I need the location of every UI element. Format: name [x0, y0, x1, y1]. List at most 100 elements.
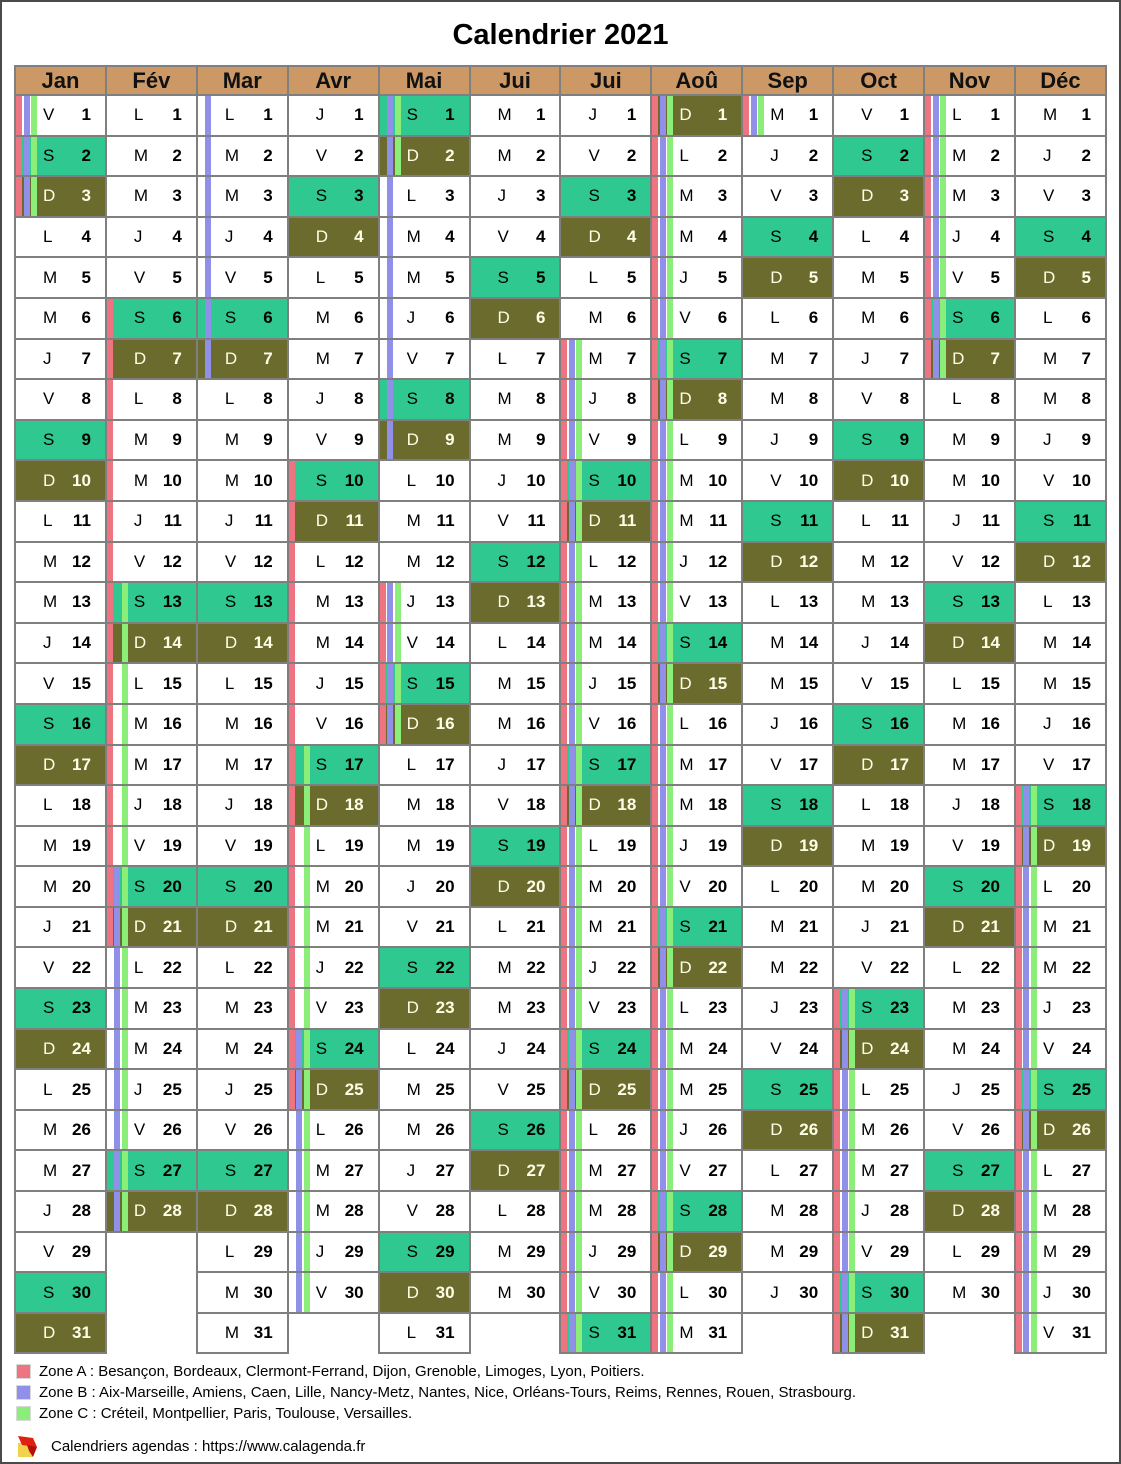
day-letter: J	[1042, 714, 1052, 734]
day-number: 22	[617, 957, 637, 977]
zone-b-stripe	[659, 1233, 666, 1271]
zone-c-stripe	[303, 1071, 310, 1108]
day-cell: V 27	[650, 1149, 744, 1193]
zone-c-stripe	[667, 1071, 674, 1108]
zone-b-stripe	[296, 1193, 303, 1230]
day-number: 28	[71, 1201, 91, 1221]
day-letter: M	[224, 430, 239, 450]
day-cell: M 30	[195, 1271, 289, 1314]
zone-a-stripe	[289, 827, 295, 865]
zone-b-stripe	[296, 1030, 303, 1068]
day-cell: J 11	[104, 499, 198, 543]
day-letter: L	[406, 186, 417, 206]
zone-b-stripe	[659, 1274, 666, 1311]
day-letter: J	[133, 511, 143, 531]
zone-a-stripe	[289, 787, 295, 824]
zone-b-stripe	[659, 1152, 666, 1190]
day-cell: S 13	[104, 581, 198, 624]
zone-c-stripe	[576, 1314, 583, 1352]
day-cell: D 24	[14, 1027, 107, 1071]
day-number: 14	[253, 633, 273, 653]
day-number: 8	[535, 389, 546, 409]
day-letter: V	[497, 1079, 509, 1099]
zone-c-stripe	[849, 1314, 856, 1352]
zone-b-stripe	[659, 137, 666, 175]
day-cell: D 19	[741, 824, 835, 868]
zone-c-stripe	[576, 584, 583, 621]
zone-a-stripe	[653, 1314, 659, 1352]
day-number: 14	[708, 633, 728, 653]
day-number: 27	[708, 1160, 728, 1180]
day-cell: M 10	[195, 459, 289, 502]
zone-c-stripe	[667, 1152, 674, 1190]
day-number: 18	[253, 795, 273, 815]
day-cell: S 24	[559, 1027, 653, 1071]
day-number: 25	[617, 1079, 637, 1099]
day-letter: M	[133, 430, 149, 450]
day-number: 5	[354, 267, 364, 287]
zone-b-stripe	[387, 218, 394, 256]
day-cell: S 20	[195, 865, 289, 908]
zone-a-stripe	[562, 1111, 568, 1149]
day-letter: D	[1042, 551, 1056, 571]
zone-a-stripe	[16, 178, 22, 215]
zone-a-stripe	[562, 665, 568, 702]
footer-link[interactable]: https://www.calagenda.fr	[201, 1437, 366, 1455]
zone-c-stripe	[849, 1274, 856, 1311]
day-number: 29	[981, 1241, 1000, 1261]
day-number: 2	[717, 145, 728, 165]
zone-b-stripe	[568, 1071, 575, 1108]
zone-b-stripe	[387, 259, 394, 296]
day-number: 12	[435, 551, 455, 571]
zone-a-stripe	[653, 218, 659, 256]
day-letter: L	[315, 1120, 326, 1140]
day-number: 2	[172, 145, 182, 165]
day-letter: M	[952, 1282, 967, 1302]
day-letter: M	[497, 714, 512, 734]
day-letter: M	[406, 1120, 421, 1140]
zone-a-stripe	[562, 868, 568, 905]
day-letter: V	[497, 511, 509, 531]
day-letter: J	[952, 227, 961, 247]
day-number: 1	[1081, 105, 1091, 125]
day-letter: S	[224, 592, 237, 612]
day-letter: M	[952, 998, 967, 1018]
day-number: 28	[1072, 1201, 1091, 1221]
day-number: 23	[890, 998, 910, 1018]
day-number: 18	[1072, 795, 1091, 815]
day-letter: M	[770, 917, 785, 937]
day-cell: V 26	[923, 1108, 1016, 1152]
day-letter: S	[315, 186, 328, 206]
day-letter: M	[43, 1120, 58, 1140]
day-number: 10	[1072, 470, 1091, 490]
day-cell: V 16	[559, 702, 653, 746]
zone-c-stripe	[31, 178, 37, 215]
zone-c-stripe	[667, 1314, 674, 1352]
day-cell: S 25	[1013, 1068, 1108, 1111]
day-number: 17	[71, 754, 91, 774]
day-cell: J 22	[286, 946, 380, 990]
day-number: 3	[808, 186, 819, 206]
day-number: 21	[71, 917, 91, 937]
zone-c-stripe	[576, 827, 583, 865]
day-letter: J	[1042, 145, 1052, 165]
day-number: 1	[717, 105, 728, 125]
day-letter: M	[133, 998, 149, 1018]
zone-c-stripe	[576, 421, 583, 459]
day-number: 13	[253, 592, 273, 612]
month-header: Jan	[14, 65, 107, 96]
zone-a-stripe	[562, 624, 568, 662]
zone-c-stripe	[303, 908, 310, 946]
day-letter: V	[43, 389, 55, 409]
day-cell: M 21	[741, 905, 835, 949]
zone-b-stripe	[841, 1314, 848, 1352]
zone-b-swatch-icon	[16, 1385, 31, 1401]
day-number: 8	[626, 389, 637, 409]
day-letter: L	[588, 551, 598, 571]
zone-a-stripe	[835, 990, 841, 1027]
